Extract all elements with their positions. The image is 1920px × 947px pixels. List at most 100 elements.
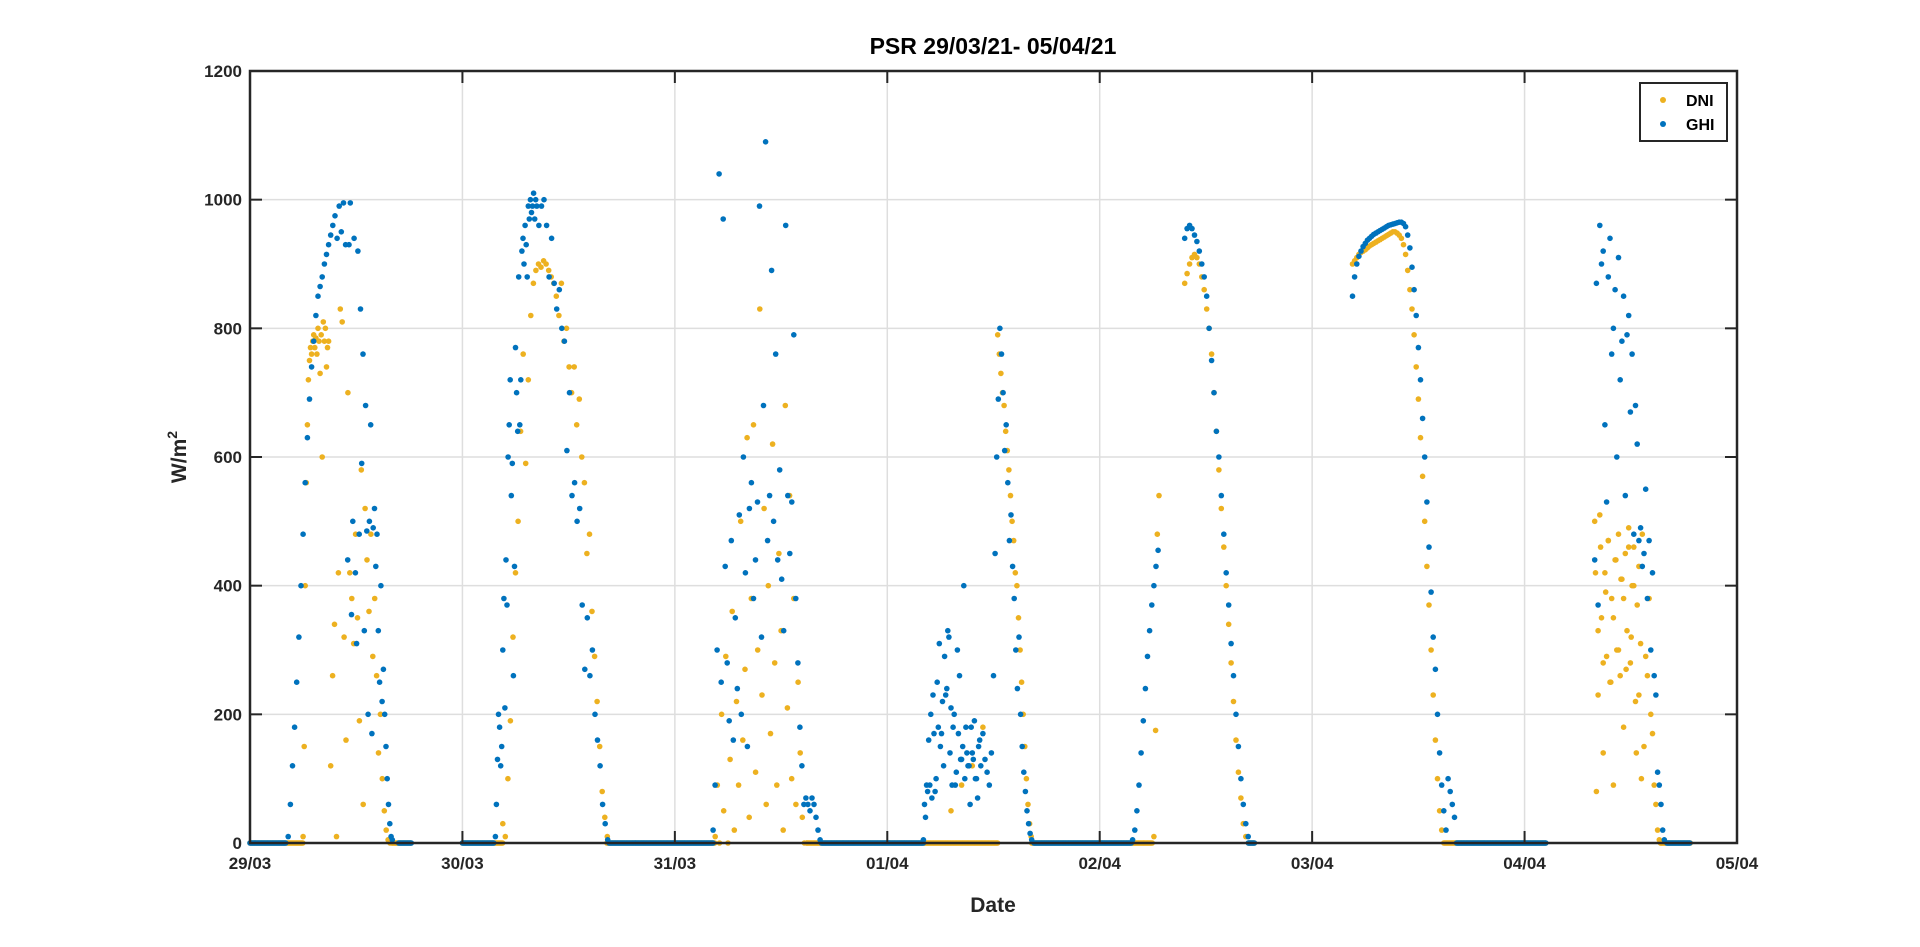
ghi-point bbox=[518, 377, 524, 383]
ghi-point bbox=[559, 325, 565, 332]
dni-point bbox=[331, 621, 338, 628]
dni-point bbox=[763, 801, 769, 808]
dni-point bbox=[581, 479, 588, 486]
dni-point bbox=[1428, 647, 1434, 653]
ghi-point bbox=[529, 203, 536, 209]
ghi-point bbox=[1443, 827, 1449, 833]
ghi-point bbox=[1646, 537, 1652, 544]
ghi-point bbox=[1181, 235, 1188, 242]
ghi-point bbox=[319, 274, 326, 280]
dni-point bbox=[339, 319, 346, 325]
ghi-point bbox=[1008, 512, 1014, 518]
dni-point bbox=[1631, 582, 1637, 589]
dni-point bbox=[1593, 788, 1600, 795]
dni-point bbox=[1592, 570, 1599, 576]
dni-point bbox=[712, 833, 718, 840]
dni-point bbox=[320, 319, 327, 325]
ghi-point bbox=[931, 730, 937, 737]
ghi-point bbox=[945, 627, 951, 634]
ghi-point bbox=[1641, 550, 1647, 557]
dni-point bbox=[525, 377, 532, 383]
ghi-point bbox=[1025, 820, 1032, 827]
ghi-point bbox=[338, 229, 345, 235]
dni-point bbox=[1641, 743, 1647, 750]
ghi-point bbox=[384, 775, 391, 782]
dni-point bbox=[324, 344, 331, 351]
dni-point bbox=[341, 634, 347, 640]
dni-point bbox=[1654, 827, 1661, 833]
dni-point bbox=[571, 364, 577, 370]
ghi-point bbox=[302, 479, 309, 486]
dni-point bbox=[1238, 795, 1244, 801]
ghi-point bbox=[1151, 582, 1157, 589]
ghi-point bbox=[750, 595, 757, 602]
dni-point bbox=[1631, 544, 1637, 550]
ghi-point bbox=[974, 795, 981, 801]
ghi-point bbox=[986, 782, 993, 788]
ghi-point bbox=[980, 730, 986, 737]
ghi-point bbox=[510, 672, 517, 679]
axes-box bbox=[248, 69, 1739, 845]
ghi-point bbox=[964, 750, 970, 756]
ghi-point bbox=[597, 763, 603, 769]
dni-point bbox=[327, 763, 334, 769]
ghi-point bbox=[327, 232, 334, 238]
dni-point bbox=[358, 467, 365, 473]
ghi-point bbox=[1001, 447, 1008, 454]
ghi-point bbox=[1146, 627, 1153, 634]
ghi-point bbox=[1451, 814, 1458, 821]
ghi-point bbox=[494, 756, 501, 763]
ghi-point bbox=[599, 801, 606, 808]
ghi-point bbox=[972, 775, 979, 782]
ghi-point bbox=[817, 837, 823, 843]
ghi-point bbox=[1351, 274, 1358, 280]
dni-point bbox=[307, 344, 314, 351]
ghi-point bbox=[1230, 672, 1237, 679]
dni-point bbox=[1223, 582, 1229, 589]
ghi-point bbox=[797, 724, 803, 730]
ghi-point bbox=[1614, 454, 1620, 460]
ghi-point bbox=[1603, 499, 1610, 505]
dni-point bbox=[302, 582, 309, 589]
dni-point bbox=[744, 434, 750, 441]
dni-point bbox=[1642, 653, 1649, 660]
dni-point bbox=[304, 422, 311, 428]
dni-point bbox=[1017, 647, 1023, 653]
ghi-point bbox=[546, 274, 552, 280]
ghi-point bbox=[503, 557, 509, 563]
ghi-point bbox=[584, 615, 591, 621]
dni-point bbox=[998, 370, 1004, 377]
ghi-point bbox=[1441, 808, 1447, 814]
ghi-point bbox=[334, 235, 340, 242]
ghi-point bbox=[921, 801, 928, 808]
ghi-point bbox=[576, 505, 583, 512]
dni-point bbox=[1025, 801, 1031, 808]
dni-point bbox=[379, 775, 386, 782]
ghi-point bbox=[748, 479, 755, 486]
ghi-point bbox=[726, 718, 732, 724]
ghi-point bbox=[793, 595, 799, 602]
ghi-point bbox=[789, 499, 795, 505]
ghi-point bbox=[1610, 325, 1617, 332]
dni-point bbox=[1434, 775, 1441, 782]
ghi-point bbox=[602, 820, 608, 827]
ghi-point bbox=[512, 344, 519, 351]
ghi-point bbox=[984, 769, 990, 775]
ghi-point bbox=[758, 634, 765, 640]
dni-point bbox=[740, 737, 746, 743]
ghi-point bbox=[955, 730, 962, 737]
dni-point bbox=[591, 653, 598, 660]
dni-point bbox=[718, 711, 725, 718]
dni-point bbox=[1015, 615, 1022, 621]
dni-point bbox=[1615, 531, 1622, 537]
ghi-point bbox=[1132, 827, 1138, 833]
ghi-point bbox=[1243, 820, 1249, 827]
dni-point bbox=[510, 634, 516, 640]
ghi-point bbox=[536, 222, 542, 229]
dni-point bbox=[538, 264, 544, 271]
ghi-point bbox=[387, 820, 393, 827]
ghi-point bbox=[1642, 486, 1649, 493]
ghi-point bbox=[920, 837, 927, 843]
dni-point bbox=[543, 261, 549, 267]
dni-point bbox=[322, 325, 329, 332]
